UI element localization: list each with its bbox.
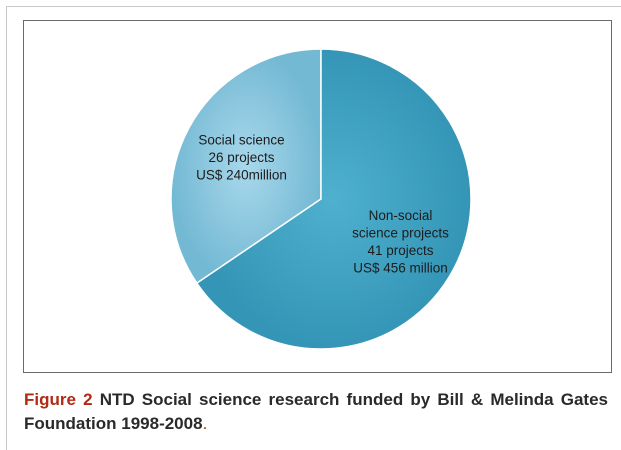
slice-label-line: US$ 456 million <box>353 260 448 275</box>
slice-label-line: US$ 240million <box>196 167 287 182</box>
caption-period: . <box>202 414 208 433</box>
slice-label-line: 41 projects <box>367 243 433 258</box>
chart-area: Social science 26 projects US$ 240million N… <box>23 20 612 373</box>
slice-label-line: science projects <box>352 225 449 240</box>
figure-frame <box>6 6 621 450</box>
slice-label-line: Non-social <box>369 208 433 223</box>
slice-label-non-social-science: Non-social science projects 41 projects US$… <box>352 208 449 275</box>
figure-caption: Figure 2 NTD Social science research fun… <box>24 388 608 436</box>
pie-slice-social-science <box>170 48 322 285</box>
pie-slice-non-social-science <box>195 48 472 350</box>
pie-chart: Social science 26 projects US$ 240million N… <box>170 48 472 350</box>
slice-label-social-science: Social science 26 projects US$ 240million <box>196 132 287 182</box>
slice-label-line: 26 projects <box>208 150 274 165</box>
figure-caption-text: NTD Social science research funded by Bi… <box>24 390 609 433</box>
slice-label-line: Social science <box>198 132 284 147</box>
figure-label: Figure 2 <box>24 390 93 409</box>
